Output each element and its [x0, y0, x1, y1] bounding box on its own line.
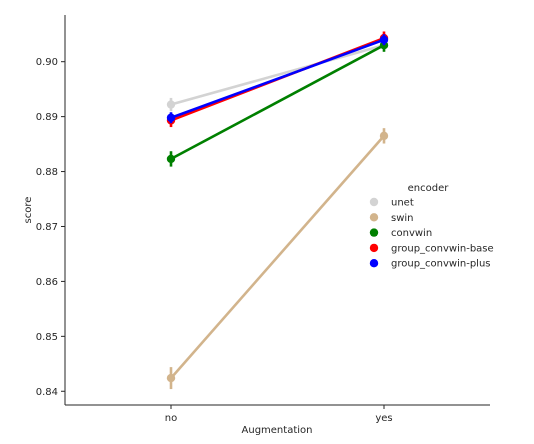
- y-tick-label: 0.88: [36, 167, 58, 178]
- legend-marker: [369, 228, 379, 237]
- x-tick-label: no: [165, 413, 177, 424]
- series-line: [170, 44, 385, 161]
- data-point: [166, 113, 176, 122]
- legend: encoder unet swin convwin group_convwin-bas…: [369, 183, 494, 270]
- series-group_convwin-plus: [166, 34, 389, 124]
- series-line: [170, 38, 385, 119]
- y-tick-label: 0.87: [36, 222, 58, 233]
- y-tick-label: 0.90: [36, 57, 58, 68]
- axes: [64, 15, 490, 406]
- legend-label: convwin: [391, 228, 432, 239]
- legend-marker: [369, 213, 379, 222]
- legend-label: group_convwin-base: [391, 243, 494, 254]
- series-convwin: [166, 38, 389, 167]
- data-point: [379, 35, 389, 44]
- y-tick-label: 0.89: [36, 112, 58, 123]
- plot-marks: [166, 31, 389, 390]
- legend-marker: [369, 243, 379, 253]
- y-tick-label: 0.84: [36, 387, 58, 398]
- x-tick-label: yes: [375, 413, 392, 424]
- legend-label: group_convwin-plus: [391, 259, 491, 270]
- legend-title: encoder: [408, 183, 450, 194]
- legend-label: swin: [391, 213, 414, 224]
- x-axis-label: Augmentation: [242, 425, 313, 436]
- legend-marker: [369, 197, 379, 207]
- series-swin: [166, 128, 389, 390]
- y-ticks: 0.84 0.85 0.86 0.87 0.88 0.89 0.90: [36, 57, 65, 398]
- data-point: [166, 154, 176, 164]
- y-axis-label: score: [23, 197, 34, 224]
- y-tick-label: 0.86: [36, 277, 58, 288]
- legend-label: unet: [391, 198, 414, 209]
- legend-marker: [369, 259, 379, 268]
- series-line: [170, 134, 385, 379]
- x-ticks: no yes: [165, 405, 393, 424]
- series-line: [170, 43, 385, 106]
- data-point: [166, 373, 176, 383]
- y-tick-label: 0.85: [36, 332, 58, 343]
- data-point: [379, 131, 389, 141]
- data-point: [166, 100, 176, 109]
